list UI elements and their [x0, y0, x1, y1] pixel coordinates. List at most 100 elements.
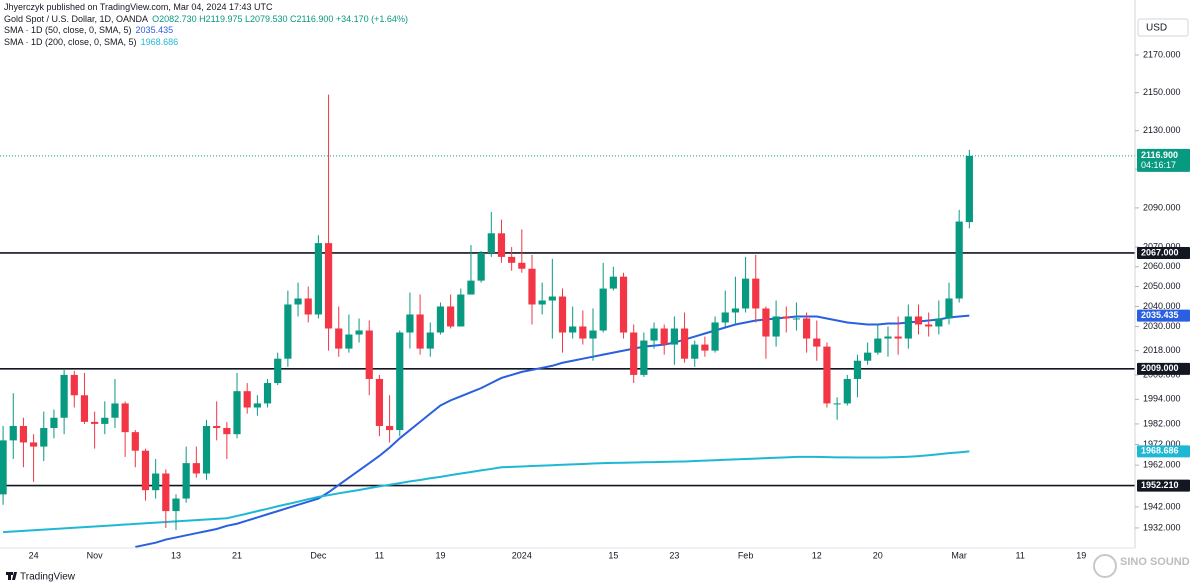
candle-body — [833, 403, 841, 405]
candle-body — [274, 358, 282, 384]
sma-row: SMA · 1D (50, close, 0, SMA, 5) 2035.435 — [4, 25, 412, 37]
candle-body — [355, 330, 363, 335]
candle-body — [396, 332, 404, 431]
candle-body — [365, 330, 373, 379]
last-price-box — [1137, 148, 1190, 172]
candle-body — [345, 334, 353, 349]
candle-body — [762, 308, 770, 337]
candle-body — [304, 298, 312, 315]
currency-box — [1137, 18, 1189, 37]
candle-body — [965, 155, 973, 223]
candle-body — [660, 328, 668, 345]
candle-body — [141, 450, 150, 491]
y-tick-label: 2030.000 — [1143, 321, 1181, 331]
x-tick-label: 11 — [375, 550, 384, 560]
candle-body — [579, 326, 587, 339]
y-tick-label: 1962.000 — [1143, 460, 1181, 470]
candle-body — [945, 298, 953, 319]
candle-body — [609, 276, 617, 289]
candle-body — [284, 304, 292, 359]
x-tick-label: 13 — [171, 550, 181, 560]
candle-body — [0, 440, 7, 495]
candle-body — [477, 252, 485, 281]
candle-body — [528, 268, 536, 305]
x-tick-label: Nov — [87, 550, 104, 560]
candle-body — [385, 425, 394, 431]
candle-body — [589, 330, 597, 339]
candle-body — [9, 425, 17, 441]
candle-body — [467, 280, 475, 295]
candle-body — [131, 432, 139, 451]
candle-body — [538, 300, 546, 305]
x-tick-label: 12 — [812, 550, 822, 560]
sma-value-label-box — [1137, 445, 1190, 458]
candle-body — [823, 346, 831, 404]
byline-row: Jhyerczyk published on TradingView.com, … — [4, 2, 412, 14]
candle-body — [447, 306, 455, 327]
candle-body — [213, 425, 221, 429]
legend-value: 2035.435 — [135, 25, 174, 35]
y-tick-label: 1932.000 — [1143, 522, 1181, 532]
candle-body — [914, 316, 923, 325]
hline-label: 1952.210 — [1141, 480, 1179, 490]
candle-body — [294, 298, 302, 305]
sma-row: SMA · 1D (200, close, 0, SMA, 5) 1968.686 — [4, 37, 412, 49]
candle-body — [558, 296, 567, 333]
candle-body — [91, 421, 99, 424]
y-tick-label: 2170.000 — [1143, 49, 1181, 59]
candle-body — [813, 338, 821, 347]
x-tick-label: Mar — [951, 550, 967, 560]
currency: USD — [1146, 23, 1167, 34]
y-tick-label: 2070.000 — [1143, 241, 1181, 251]
candle-body — [650, 328, 658, 341]
x-tick-label: 24 — [29, 550, 39, 560]
candle-body — [904, 316, 912, 339]
time-axis: 24 Nov 13 21 Dec 11 19 2024 15 23 Feb 12 20 Mar 11 19 — [29, 550, 1087, 560]
candle-body — [335, 328, 343, 349]
y-tick-label: 2060.000 — [1143, 261, 1181, 271]
y-tick-label: 2130.000 — [1143, 125, 1181, 135]
sma-line — [3, 450, 970, 534]
candle-body — [202, 425, 211, 474]
candle-body — [40, 428, 48, 447]
candle-body — [19, 425, 28, 443]
watermark: SINO SOUND — [1093, 554, 1190, 578]
x-tick-label: 15 — [608, 550, 618, 560]
price-axis: USD 2170.0002150.0002130.0002110.0002090… — [1134, 0, 1193, 548]
candle-body — [691, 344, 699, 359]
y-tick-label: 1972.000 — [1143, 439, 1181, 449]
candle-body — [223, 428, 231, 435]
countdown: 04:16:17 — [1141, 160, 1176, 170]
candle-body — [599, 288, 607, 331]
candle-body — [630, 332, 638, 375]
candle-body — [894, 336, 902, 339]
candle-body — [640, 340, 648, 375]
x-tick-label: 23 — [669, 550, 679, 560]
candle-body — [375, 378, 384, 426]
candle-body — [406, 314, 414, 333]
candle-body — [619, 276, 628, 333]
hline-label-box — [1137, 362, 1190, 375]
candle-body — [263, 383, 272, 404]
hline-label: 2009.000 — [1141, 363, 1179, 373]
byline: Jhyerczyk published on TradingView.com, … — [4, 2, 273, 12]
candle-body — [152, 473, 160, 491]
candle-body — [457, 294, 465, 327]
x-tick-label: Dec — [310, 550, 327, 560]
candle-body — [101, 417, 109, 424]
candle-body — [853, 360, 862, 379]
y-tick-label: 1994.000 — [1143, 394, 1181, 404]
candle-body — [121, 403, 129, 433]
candle-body — [182, 463, 190, 499]
footer: TradingView — [6, 572, 76, 583]
candle-body — [243, 391, 251, 408]
y-tick-label: 2050.000 — [1143, 281, 1181, 291]
candle-body — [497, 233, 506, 257]
candle-body — [680, 328, 689, 359]
hline-label-box — [1137, 479, 1190, 492]
candle-body — [925, 324, 933, 327]
candle-body — [772, 316, 780, 337]
sma-line — [135, 314, 970, 548]
